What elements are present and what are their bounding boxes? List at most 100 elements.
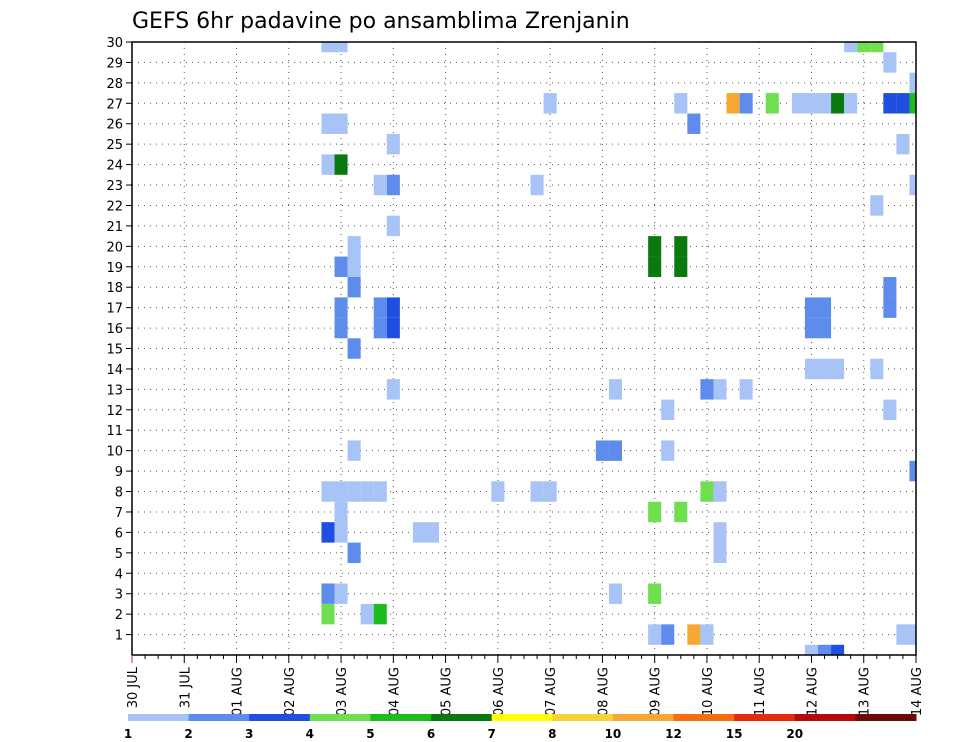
precip-cell: [412, 522, 426, 543]
precip-cell: [386, 379, 400, 400]
precip-cell: [661, 399, 675, 421]
precip-cell: [321, 583, 335, 604]
precip-cell: [831, 358, 845, 380]
precip-cell: [883, 297, 897, 318]
precip-cell: [661, 440, 675, 461]
precip-cell: [373, 174, 387, 196]
precip-cell: [870, 42, 884, 53]
precip-cell: [648, 236, 662, 257]
precip-cell: [608, 379, 622, 400]
precip-cell: [334, 522, 348, 543]
precip-cell: [883, 52, 897, 73]
precip-cell: [347, 481, 361, 502]
y-tick-label: 7: [115, 506, 123, 521]
precip-cell: [687, 624, 701, 645]
precip-cell: [334, 256, 348, 277]
precip-cell: [386, 297, 400, 318]
y-tick-label: 26: [106, 118, 123, 133]
precip-cell: [844, 42, 858, 53]
precip-cell: [347, 440, 361, 461]
x-tick-label: 03 AUG: [335, 667, 350, 716]
colorbar-swatch: [431, 714, 493, 721]
precip-cell: [530, 174, 544, 196]
x-tick-label: 09 AUG: [649, 667, 664, 716]
colorbar-swatch: [673, 714, 735, 721]
precip-cell: [648, 583, 662, 604]
precip-cell: [347, 256, 361, 277]
precip-cell: [491, 481, 505, 502]
precip-cell: [530, 481, 544, 502]
x-tick-label: 07 AUG: [544, 667, 559, 716]
precip-cell: [674, 256, 688, 277]
precip-cell: [804, 297, 818, 318]
precip-cell: [674, 93, 688, 114]
precip-cell: [386, 133, 400, 155]
precip-cell: [765, 93, 779, 114]
colorbar-swatch: [552, 714, 614, 721]
colorbar-label: 8: [548, 727, 556, 741]
precip-cell: [347, 338, 361, 359]
precip-cell: [543, 481, 557, 502]
precip-cell: [909, 624, 916, 645]
y-tick-label: 9: [115, 465, 123, 480]
y-tick-label: 16: [106, 322, 123, 337]
x-tick-label: 10 AUG: [701, 667, 716, 716]
precip-cell: [791, 93, 805, 114]
colorbar-swatch: [491, 714, 553, 721]
x-axis: 30 JUL 31 JUL 01 AUG 02 AUG 03 AUG 04 AUG 05 A…: [126, 655, 925, 716]
precip-cell: [360, 603, 374, 625]
precip-cell: [373, 317, 387, 339]
colorbar-label: 2: [184, 727, 192, 741]
precip-cell: [687, 113, 701, 134]
precip-cell: [804, 358, 818, 380]
precip-cell: [386, 215, 400, 237]
precip-cell: [334, 154, 348, 175]
y-tick-label: 18: [106, 281, 123, 296]
precip-cell: [674, 501, 688, 523]
precip-cell: [674, 236, 688, 257]
precip-cell: [334, 297, 348, 318]
y-axis: 1234567891011121314151617181920212223242…: [106, 36, 132, 644]
precip-cell: [334, 481, 348, 502]
precip-cell: [883, 93, 897, 114]
colorbar-label: 7: [488, 727, 496, 741]
precip-cell: [713, 542, 727, 564]
precip-cell: [321, 42, 335, 53]
precip-cell: [713, 522, 727, 543]
precip-cell: [321, 522, 335, 543]
precip-cell: [818, 317, 832, 339]
y-tick-label: 30: [106, 36, 123, 51]
colorbar-label: 5: [366, 727, 374, 741]
colorbar-label: 6: [427, 727, 435, 741]
y-tick-label: 5: [115, 547, 123, 562]
y-tick-label: 1: [115, 629, 123, 644]
precip-cell: [804, 93, 818, 114]
precip-cell: [909, 460, 916, 482]
precip-cell: [896, 93, 910, 114]
precip-cell: [334, 42, 348, 53]
colorbar-legend: 1 2 3 4 5 6 7 8 10 12 15 20: [124, 714, 917, 741]
precip-cell: [700, 481, 714, 502]
y-tick-label: 6: [115, 526, 123, 541]
precip-cell: [347, 276, 361, 298]
precip-cell: [347, 542, 361, 564]
precip-cell: [844, 93, 858, 114]
y-tick-label: 29: [106, 56, 123, 71]
precip-cell: [700, 379, 714, 400]
precip-cell: [726, 93, 740, 114]
y-tick-label: 28: [106, 77, 123, 92]
precip-cell: [321, 603, 335, 625]
x-tick-label: 06 AUG: [492, 667, 507, 716]
colorbar-swatch: [188, 714, 250, 721]
precip-cell: [334, 113, 348, 134]
x-tick-label: 31 JUL: [178, 666, 193, 708]
precip-cell: [857, 42, 871, 53]
colorbar-swatch: [794, 714, 856, 721]
colorbar-label: 12: [665, 727, 682, 741]
precip-cell: [386, 317, 400, 339]
x-tick-label: 08 AUG: [596, 667, 611, 716]
y-tick-label: 2: [115, 608, 123, 623]
precip-cell: [347, 236, 361, 257]
precip-cell: [818, 93, 832, 114]
